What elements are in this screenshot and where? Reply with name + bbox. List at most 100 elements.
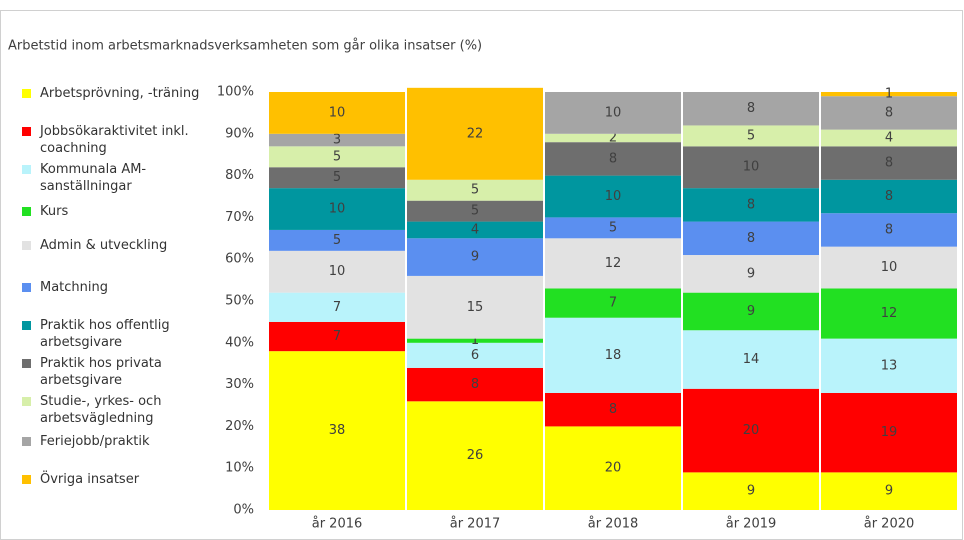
legend-swatch (22, 241, 31, 250)
bar-segment (821, 96, 957, 130)
y-tick-label: 30% (225, 377, 254, 392)
data-label: 22 (467, 126, 484, 141)
bar-segment (407, 87, 543, 180)
bar-segment (545, 288, 681, 318)
bar-segment (269, 250, 405, 293)
y-tick-label: 70% (225, 210, 254, 225)
legend-label: Admin & utveckling (40, 238, 168, 253)
x-tick-label: år 2017 (450, 517, 501, 532)
bar-segment (683, 221, 819, 256)
legend-label: Kommunala AM-sanställningar (40, 162, 147, 194)
y-tick-label: 80% (225, 168, 254, 183)
y-tick-label: 50% (225, 294, 254, 309)
data-label: 10 (329, 264, 346, 279)
legend-swatch (22, 359, 31, 368)
bar-segment (821, 92, 957, 97)
data-label: 7 (333, 329, 341, 344)
bar-segment (545, 238, 681, 289)
bar-segment (821, 338, 957, 393)
data-label: 2 (609, 130, 617, 145)
bar-segment (269, 167, 405, 189)
data-label: 8 (747, 231, 755, 246)
data-label: 1 (471, 333, 479, 348)
legend-swatch (22, 207, 31, 216)
data-label: 5 (471, 183, 479, 198)
bar-segment (545, 426, 681, 510)
legend-label: Praktik hos privata arbetsgivare (40, 356, 162, 388)
bar-segment (269, 188, 405, 230)
data-label: 4 (471, 222, 479, 237)
bar-segment (269, 146, 405, 168)
bar-segment (407, 238, 543, 276)
data-label: 7 (333, 300, 341, 315)
data-label: 10 (881, 260, 898, 275)
bar-segment (545, 142, 681, 176)
bar-segment (821, 472, 957, 510)
bar-segment (269, 292, 405, 322)
bar-segment (821, 146, 957, 180)
legend-swatch (22, 321, 31, 330)
legend-item: Arbetsprövning, -träning (22, 85, 230, 102)
bar-segment (269, 229, 405, 251)
y-tick-label: 20% (225, 419, 254, 434)
data-label: 9 (885, 484, 893, 499)
data-label: 8 (885, 222, 893, 237)
y-tick-label: 90% (225, 126, 254, 141)
x-tick-label: år 2019 (726, 517, 777, 532)
legend-item: Admin & utveckling (22, 237, 230, 254)
data-label: 38 (329, 423, 346, 438)
legend-label: Feriejobb/praktik (40, 434, 150, 449)
y-tick-label: 10% (225, 461, 254, 476)
data-label: 14 (743, 352, 760, 367)
y-tick-label: 0% (233, 503, 254, 518)
data-label: 8 (747, 197, 755, 212)
y-tick-label: 40% (225, 335, 254, 350)
bar-segment (683, 292, 819, 331)
data-label: 10 (329, 202, 346, 217)
legend-item: Jobbsökaraktivitet inkl. coachning (22, 123, 230, 157)
bar-segment (269, 92, 405, 134)
legend-swatch (22, 283, 31, 292)
bar-segment (545, 175, 681, 218)
bar-segment (821, 392, 957, 473)
legend-item: Övriga insatser (22, 471, 230, 488)
bar-segment (683, 255, 819, 293)
bar-segment (407, 342, 543, 368)
y-tick-label: 100% (217, 85, 254, 100)
legend-label: Jobbsökaraktivitet inkl. coachning (40, 124, 189, 156)
bar-segment (683, 472, 819, 510)
data-label: 10 (605, 105, 622, 120)
legend-label: Kurs (40, 204, 69, 219)
data-label: 15 (467, 300, 484, 315)
data-label: 7 (609, 296, 617, 311)
data-label: 9 (747, 266, 755, 281)
legend-swatch (22, 165, 31, 174)
legend-label: Praktik hos offentlig arbetsgivare (40, 318, 170, 350)
legend-label: Matchning (40, 280, 109, 295)
bar-segment (407, 401, 543, 510)
bar-segment (407, 367, 543, 402)
bar-segment (407, 221, 543, 239)
data-label: 10 (329, 105, 346, 120)
data-label: 3 (333, 133, 341, 148)
data-label: 12 (881, 306, 898, 321)
legend-item: Kommunala AM-sanställningar (22, 161, 230, 195)
data-label: 9 (471, 250, 479, 265)
legend-swatch (22, 397, 31, 406)
bar-segment (821, 213, 957, 247)
data-label: 5 (333, 170, 341, 185)
x-tick-label: år 2018 (588, 517, 639, 532)
data-label: 1 (885, 87, 893, 102)
legend-item: Praktik hos privata arbetsgivare (22, 355, 230, 389)
data-label: 5 (333, 149, 341, 164)
data-label: 6 (471, 348, 479, 363)
data-label: 9 (747, 484, 755, 499)
legend-swatch (22, 475, 31, 484)
data-label: 5 (471, 204, 479, 219)
bar-segment (683, 125, 819, 147)
bar-segment (407, 338, 543, 343)
data-label: 8 (471, 377, 479, 392)
data-label: 12 (605, 256, 622, 271)
